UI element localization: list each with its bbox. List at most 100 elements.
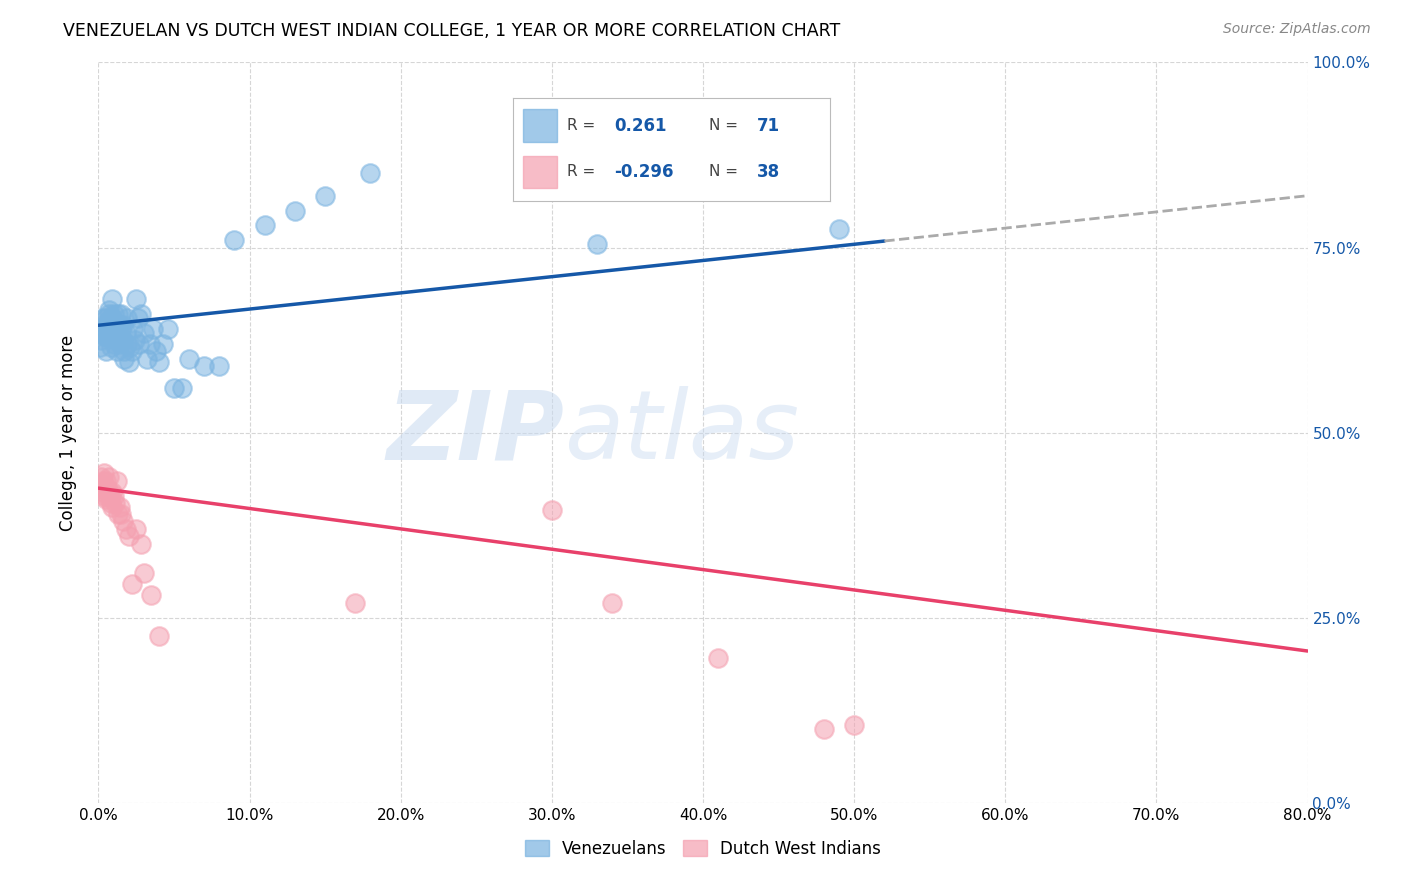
Point: [148, 355, 170, 369]
Point: [145, 344, 167, 359]
Point: [89, 481, 111, 495]
Point: [602, 596, 624, 610]
Text: VENEZUELAN VS DUTCH WEST INDIAN COLLEGE, 1 YEAR OR MORE CORRELATION CHART: VENEZUELAN VS DUTCH WEST INDIAN COLLEGE,…: [63, 22, 841, 40]
Point: [98, 322, 121, 336]
Point: [125, 522, 148, 536]
Point: [104, 496, 127, 510]
Point: [103, 307, 125, 321]
Point: [90, 477, 112, 491]
Point: [193, 359, 215, 373]
Point: [101, 310, 124, 325]
Point: [110, 307, 132, 321]
Point: [90, 470, 112, 484]
Point: [93, 489, 115, 503]
Point: [122, 322, 145, 336]
Point: [93, 322, 115, 336]
Point: [91, 322, 114, 336]
Point: [103, 489, 125, 503]
Point: [132, 326, 155, 340]
Point: [96, 489, 118, 503]
Point: [152, 336, 174, 351]
Point: [100, 496, 122, 510]
Point: [112, 351, 135, 366]
Point: [91, 474, 114, 488]
Y-axis label: College, 1 year or more: College, 1 year or more: [59, 334, 77, 531]
Bar: [523, 110, 557, 142]
Point: [129, 307, 152, 321]
Point: [93, 467, 115, 481]
Point: [96, 314, 118, 328]
Point: [844, 718, 866, 732]
Point: [124, 333, 146, 347]
Point: [179, 351, 201, 366]
Point: [100, 341, 122, 355]
Point: [163, 381, 186, 395]
Point: [170, 381, 193, 395]
Point: [98, 470, 121, 484]
Point: [90, 333, 112, 347]
Text: N =: N =: [710, 119, 738, 133]
Point: [114, 326, 136, 340]
Point: [98, 484, 121, 499]
Point: [111, 515, 134, 529]
Point: [93, 329, 115, 343]
Point: [224, 233, 246, 247]
Point: [344, 596, 367, 610]
Point: [107, 326, 129, 340]
Point: [100, 310, 122, 325]
Point: [98, 307, 121, 321]
Point: [121, 344, 143, 359]
Point: [94, 318, 117, 333]
Point: [118, 355, 141, 369]
Point: [105, 344, 128, 359]
Point: [107, 507, 129, 521]
Point: [108, 318, 131, 333]
Point: [129, 536, 152, 550]
Point: [253, 219, 276, 233]
Text: ZIP: ZIP: [387, 386, 564, 479]
Point: [100, 326, 122, 340]
Point: [108, 336, 131, 351]
Point: [139, 336, 162, 351]
Point: [828, 222, 851, 236]
Point: [94, 492, 117, 507]
Point: [101, 500, 124, 514]
Point: [128, 336, 150, 351]
Point: [103, 336, 125, 351]
Point: [101, 484, 124, 499]
Point: [110, 322, 132, 336]
Point: [111, 318, 134, 333]
Point: [135, 351, 157, 366]
Point: [107, 307, 129, 321]
Text: 38: 38: [756, 163, 780, 181]
Point: [142, 322, 165, 336]
Point: [96, 329, 118, 343]
Point: [105, 474, 128, 488]
Point: [112, 344, 135, 359]
Point: [125, 293, 148, 307]
Point: [132, 566, 155, 581]
Point: [115, 336, 138, 351]
Point: [314, 188, 336, 202]
Point: [104, 322, 127, 336]
Point: [111, 333, 134, 347]
Point: [91, 484, 114, 499]
Point: [114, 522, 136, 536]
Point: [540, 503, 562, 517]
Bar: [523, 155, 557, 188]
Point: [94, 310, 117, 325]
Point: [94, 344, 117, 359]
Text: N =: N =: [710, 164, 738, 179]
Point: [121, 577, 143, 591]
Legend: Venezuelans, Dutch West Indians: Venezuelans, Dutch West Indians: [519, 833, 887, 865]
Point: [118, 529, 141, 543]
Point: [284, 203, 307, 218]
Point: [108, 500, 131, 514]
Point: [101, 293, 124, 307]
Point: [103, 326, 125, 340]
Point: [707, 651, 730, 665]
Point: [90, 326, 112, 340]
Text: -0.296: -0.296: [614, 163, 673, 181]
Point: [127, 310, 149, 325]
Text: 0.261: 0.261: [614, 117, 666, 135]
